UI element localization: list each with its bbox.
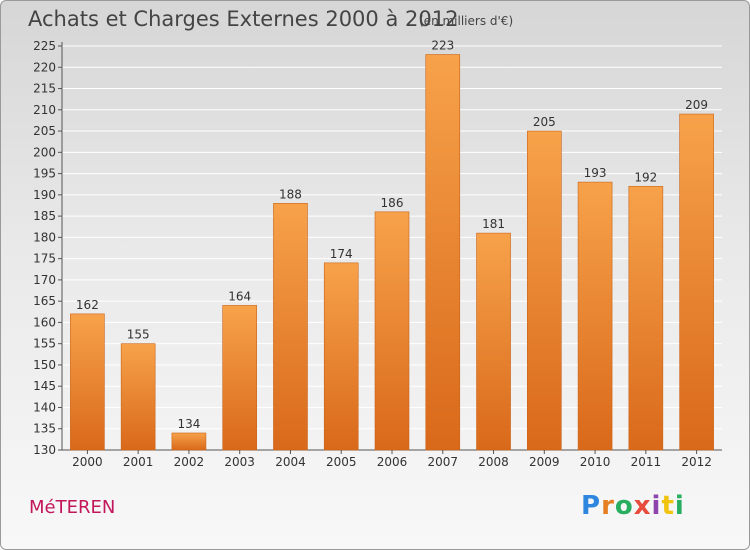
bar <box>222 305 257 451</box>
bar <box>628 186 664 451</box>
y-tick-label: 220 <box>33 60 56 74</box>
y-tick-label: 180 <box>33 230 56 244</box>
chart-subtitle: (en milliers d'€) <box>419 14 514 28</box>
y-tick-label: 200 <box>33 145 56 159</box>
data-label: 209 <box>685 98 708 112</box>
bar <box>374 211 410 451</box>
data-label: 155 <box>127 328 150 342</box>
data-label: 193 <box>584 166 607 180</box>
y-tick-label: 215 <box>33 82 56 96</box>
x-tick-label: 2002 <box>174 455 205 469</box>
bar <box>323 262 359 451</box>
x-tick-label: 2011 <box>631 455 662 469</box>
x-tick-label: 2001 <box>123 455 154 469</box>
data-label: 181 <box>482 217 505 231</box>
y-tick-label: 170 <box>33 273 56 287</box>
x-tick-label: 2010 <box>580 455 611 469</box>
x-tick-label: 2005 <box>326 455 357 469</box>
bar <box>679 113 714 451</box>
data-label: 164 <box>228 289 251 303</box>
y-tick-label: 135 <box>33 422 56 436</box>
y-tick-label: 140 <box>33 400 56 414</box>
x-tick-label: 2003 <box>224 455 255 469</box>
chart-title: Achats et Charges Externes 2000 à 2012 <box>28 7 459 31</box>
bar <box>476 232 511 451</box>
data-label: 186 <box>381 196 404 210</box>
city-name: MéTEREN <box>29 497 116 518</box>
y-tick-label: 210 <box>33 103 56 117</box>
y-tick-label: 155 <box>33 337 56 351</box>
bar <box>171 432 207 451</box>
x-tick-label: 2004 <box>275 455 306 469</box>
bar <box>273 203 308 451</box>
x-tick-label: 2006 <box>377 455 408 469</box>
y-tick-label: 205 <box>33 124 56 138</box>
y-tick-label: 130 <box>33 443 56 457</box>
bar <box>120 343 156 451</box>
y-tick-label: 150 <box>33 358 56 372</box>
data-label: 205 <box>533 115 556 129</box>
bar <box>425 54 461 451</box>
y-tick-label: 225 <box>33 39 56 53</box>
y-tick-label: 145 <box>33 379 56 393</box>
x-tick-label: 2012 <box>681 455 712 469</box>
proxiti-logo[interactable]: Proxiti <box>581 491 685 521</box>
x-tick-label: 2000 <box>72 455 103 469</box>
data-label: 223 <box>431 39 454 53</box>
y-tick-label: 190 <box>33 188 56 202</box>
y-tick-label: 175 <box>33 252 56 266</box>
y-tick-label: 195 <box>33 167 56 181</box>
data-label: 192 <box>634 170 657 184</box>
data-label: 134 <box>177 417 200 431</box>
y-tick-label: 160 <box>33 315 56 329</box>
y-tick-label: 165 <box>33 294 56 308</box>
data-label: 188 <box>279 187 302 201</box>
data-label: 162 <box>76 298 99 312</box>
bar <box>70 313 105 451</box>
x-tick-label: 2008 <box>478 455 509 469</box>
x-tick-label: 2009 <box>529 455 560 469</box>
data-label: 174 <box>330 247 353 261</box>
bar <box>527 130 562 451</box>
bar <box>577 181 613 451</box>
x-tick-label: 2007 <box>427 455 458 469</box>
y-tick-label: 185 <box>33 209 56 223</box>
